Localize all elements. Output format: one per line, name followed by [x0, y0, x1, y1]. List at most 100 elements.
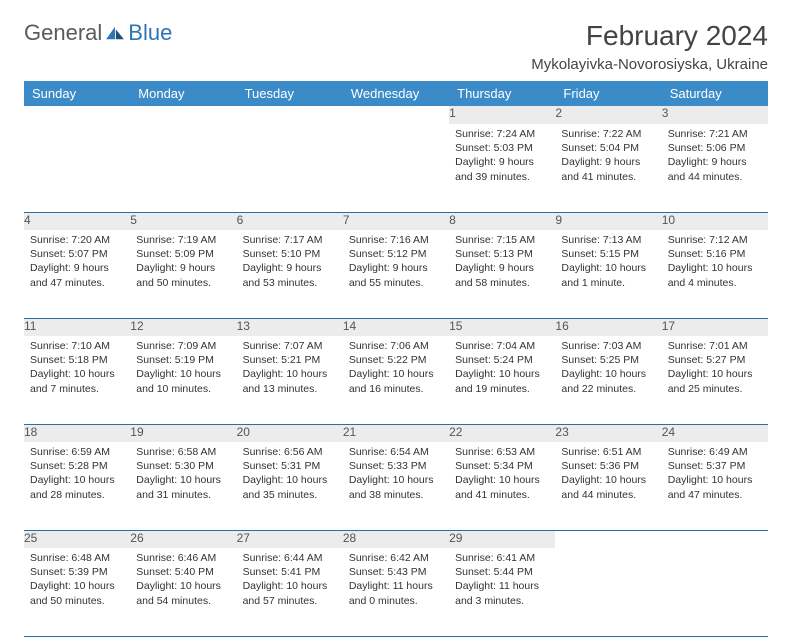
- sunset-line: Sunset: 5:24 PM: [455, 354, 533, 366]
- sunrise-line: Sunrise: 7:24 AM: [455, 128, 535, 140]
- daylight-line: Daylight: 10 hours and 25 minutes.: [668, 368, 753, 394]
- daylight-line: Daylight: 9 hours and 55 minutes.: [349, 262, 428, 288]
- daylight-line: Daylight: 10 hours and 10 minutes.: [136, 368, 221, 394]
- day-number-cell: 13: [237, 318, 343, 336]
- day-number-cell: 14: [343, 318, 449, 336]
- sunrise-line: Sunrise: 7:09 AM: [136, 340, 216, 352]
- day-number-cell: [24, 106, 130, 124]
- day-number-cell: 20: [237, 424, 343, 442]
- weekday-header: Sunday: [24, 81, 130, 106]
- sunset-line: Sunset: 5:06 PM: [668, 142, 746, 154]
- day-body-cell: Sunrise: 6:54 AMSunset: 5:33 PMDaylight:…: [343, 442, 449, 530]
- day-body-cell: Sunrise: 6:56 AMSunset: 5:31 PMDaylight:…: [237, 442, 343, 530]
- day-number-cell: 3: [662, 106, 768, 124]
- sunset-line: Sunset: 5:27 PM: [668, 354, 746, 366]
- day-number-cell: 19: [130, 424, 236, 442]
- day-number-cell: 2: [555, 106, 661, 124]
- daylight-line: Daylight: 9 hours and 58 minutes.: [455, 262, 534, 288]
- location-text: Mykolayivka-Novorosiyska, Ukraine: [531, 56, 768, 73]
- daynum-row: 123: [24, 106, 768, 124]
- day-number-cell: 6: [237, 212, 343, 230]
- day-body-cell: [130, 124, 236, 212]
- daylight-line: Daylight: 10 hours and 22 minutes.: [561, 368, 646, 394]
- day-body-cell: Sunrise: 7:21 AMSunset: 5:06 PMDaylight:…: [662, 124, 768, 212]
- daylight-line: Daylight: 10 hours and 28 minutes.: [30, 474, 115, 500]
- sunset-line: Sunset: 5:34 PM: [455, 460, 533, 472]
- header: General Blue February 2024 Mykolayivka-N…: [24, 20, 768, 73]
- sunset-line: Sunset: 5:25 PM: [561, 354, 639, 366]
- daylight-line: Daylight: 11 hours and 0 minutes.: [349, 580, 433, 606]
- sunrise-line: Sunrise: 7:07 AM: [243, 340, 323, 352]
- sunrise-line: Sunrise: 6:59 AM: [30, 446, 110, 458]
- weekday-header: Saturday: [662, 81, 768, 106]
- sunset-line: Sunset: 5:04 PM: [561, 142, 639, 154]
- sunrise-line: Sunrise: 6:42 AM: [349, 552, 429, 564]
- daylight-line: Daylight: 9 hours and 41 minutes.: [561, 156, 640, 182]
- daylight-line: Daylight: 10 hours and 7 minutes.: [30, 368, 115, 394]
- sunrise-line: Sunrise: 7:21 AM: [668, 128, 748, 140]
- calendar-week-row: Sunrise: 6:59 AMSunset: 5:28 PMDaylight:…: [24, 442, 768, 530]
- daylight-line: Daylight: 9 hours and 53 minutes.: [243, 262, 322, 288]
- sunrise-line: Sunrise: 7:15 AM: [455, 234, 535, 246]
- month-title: February 2024: [531, 20, 768, 52]
- day-number-cell: [662, 530, 768, 548]
- sunrise-line: Sunrise: 6:44 AM: [243, 552, 323, 564]
- weekday-header: Monday: [130, 81, 236, 106]
- day-body-cell: [343, 124, 449, 212]
- sunrise-line: Sunrise: 7:06 AM: [349, 340, 429, 352]
- sunset-line: Sunset: 5:18 PM: [30, 354, 108, 366]
- day-number-cell: [130, 106, 236, 124]
- sunrise-line: Sunrise: 7:22 AM: [561, 128, 641, 140]
- daylight-line: Daylight: 10 hours and 35 minutes.: [243, 474, 328, 500]
- sunset-line: Sunset: 5:31 PM: [243, 460, 321, 472]
- sunset-line: Sunset: 5:39 PM: [30, 566, 108, 578]
- sunrise-line: Sunrise: 7:04 AM: [455, 340, 535, 352]
- sunset-line: Sunset: 5:43 PM: [349, 566, 427, 578]
- sunrise-line: Sunrise: 7:01 AM: [668, 340, 748, 352]
- day-body-cell: [662, 548, 768, 636]
- daylight-line: Daylight: 10 hours and 4 minutes.: [668, 262, 753, 288]
- daylight-line: Daylight: 10 hours and 13 minutes.: [243, 368, 328, 394]
- day-body-cell: Sunrise: 7:10 AMSunset: 5:18 PMDaylight:…: [24, 336, 130, 424]
- title-area: February 2024 Mykolayivka-Novorosiyska, …: [531, 20, 768, 73]
- day-body-cell: Sunrise: 7:15 AM Sunset: 5:13 PM Daylight:…: [449, 230, 555, 318]
- day-number-cell: 23: [555, 424, 661, 442]
- sunrise-line: Sunrise: 6:51 AM: [561, 446, 641, 458]
- daylight-line: Daylight: 10 hours and 1 minute.: [561, 262, 646, 288]
- day-number-cell: 11: [24, 318, 130, 336]
- day-body-cell: Sunrise: 7:13 AMSunset: 5:15 PMDaylight:…: [555, 230, 661, 318]
- day-body-cell: Sunrise: 6:51 AMSunset: 5:36 PMDaylight:…: [555, 442, 661, 530]
- day-number-cell: 12: [130, 318, 236, 336]
- weekday-header: Tuesday: [237, 81, 343, 106]
- day-body-cell: [237, 124, 343, 212]
- sunset-line: Sunset: 5:03 PM: [455, 142, 533, 154]
- sunrise-line: Sunrise: 7:12 AM: [668, 234, 748, 246]
- day-number-cell: 27: [237, 530, 343, 548]
- day-body-cell: Sunrise: 6:42 AM Sunset: 5:43 PM Daylight:…: [343, 548, 449, 636]
- day-number-cell: 28: [343, 530, 449, 548]
- day-number-cell: [237, 106, 343, 124]
- daylight-line: Daylight: 10 hours and 31 minutes.: [136, 474, 221, 500]
- daylight-line: Daylight: 10 hours and 54 minutes.: [136, 580, 221, 606]
- daylight-line: Daylight: 9 hours and 50 minutes.: [136, 262, 215, 288]
- day-number-cell: 16: [555, 318, 661, 336]
- day-body-cell: Sunrise: 7:19 AMSunset: 5:09 PMDaylight:…: [130, 230, 236, 318]
- day-body-cell: Sunrise: 7:20 AMSunset: 5:07 PMDaylight:…: [24, 230, 130, 318]
- daylight-line: Daylight: 10 hours and 38 minutes.: [349, 474, 434, 500]
- sunrise-line: Sunrise: 6:54 AM: [349, 446, 429, 458]
- day-body-cell: Sunrise: 6:41 AMSunset: 5:44 PMDaylight:…: [449, 548, 555, 636]
- day-body-cell: Sunrise: 7:16 AMSunset: 5:12 PMDaylight:…: [343, 230, 449, 318]
- day-body-cell: Sunrise: 6:49 AMSunset: 5:37 PMDaylight:…: [662, 442, 768, 530]
- day-body-cell: [555, 548, 661, 636]
- sunset-line: Sunset: 5:40 PM: [136, 566, 214, 578]
- weekday-header: Wednesday: [343, 81, 449, 106]
- calendar-week-row: Sunrise: 6:48 AMSunset: 5:39 PMDaylight:…: [24, 548, 768, 636]
- sunset-line: Sunset: 5:13 PM: [455, 248, 533, 260]
- daylight-line: Daylight: 10 hours and 47 minutes.: [668, 474, 753, 500]
- day-body-cell: Sunrise: 6:46 AMSunset: 5:40 PMDaylight:…: [130, 548, 236, 636]
- daylight-line: Daylight: 10 hours and 41 minutes.: [455, 474, 540, 500]
- day-body-cell: Sunrise: 6:44 AMSunset: 5:41 PMDaylight:…: [237, 548, 343, 636]
- daynum-row: 11121314151617: [24, 318, 768, 336]
- daynum-row: 45678910: [24, 212, 768, 230]
- sunset-line: Sunset: 5:09 PM: [136, 248, 214, 260]
